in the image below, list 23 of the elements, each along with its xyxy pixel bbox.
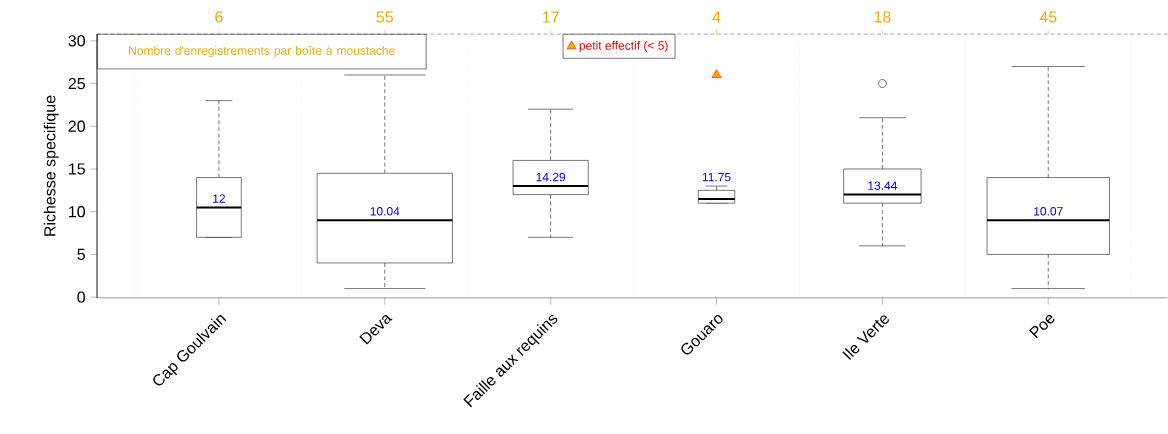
- text: 45: [1039, 11, 1057, 23]
- y-tick-label: 5: [77, 248, 85, 260]
- text: 6: [215, 11, 223, 23]
- text: 55: [376, 11, 393, 23]
- y-tick-label: 10: [69, 206, 86, 218]
- text: 17: [542, 11, 559, 23]
- y-tick-label: 0: [77, 291, 86, 303]
- legend-label: petit effectif (< 5): [579, 40, 668, 53]
- text: 13.44: [868, 181, 898, 190]
- text: 10.07: [1034, 207, 1063, 216]
- x-tick-label: Poe: [1029, 314, 1055, 339]
- text: 11.75: [702, 172, 731, 182]
- text: 12: [213, 194, 225, 203]
- text: 4: [712, 11, 721, 23]
- text: 18: [874, 11, 891, 23]
- y-tick-label: 30: [68, 35, 86, 47]
- text: 14.29: [536, 172, 566, 182]
- y-tick-label: 25: [68, 77, 85, 90]
- y-tick-label: 20: [68, 120, 86, 132]
- text: 10.04: [370, 207, 400, 216]
- y-axis-title: Richesse specifique: [43, 95, 59, 236]
- y-tick-label: 15: [69, 163, 85, 175]
- annotation: Nombre d'enregistrements par boîte à moustache: [129, 45, 395, 58]
